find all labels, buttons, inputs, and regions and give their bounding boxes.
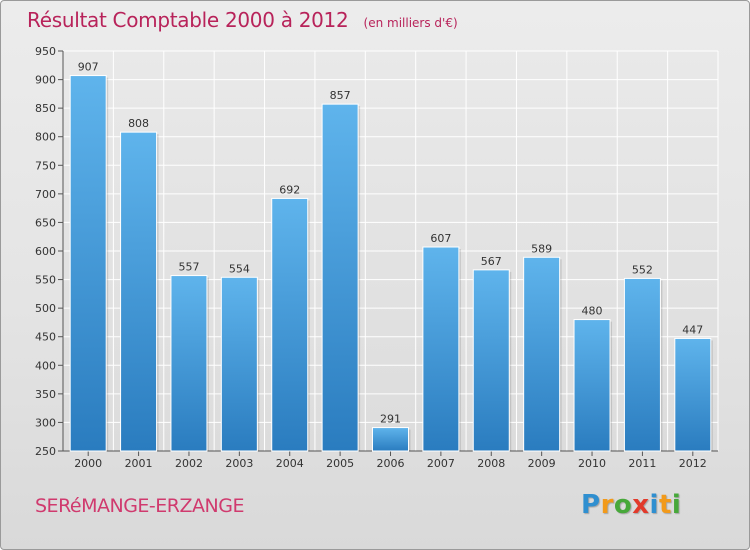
logo-letter: x — [632, 490, 650, 520]
bar-2002 — [170, 275, 208, 452]
x-tick-label-2003: 2003 — [225, 457, 253, 470]
data-label-2000: 907 — [78, 61, 99, 74]
x-tick-label-2005: 2005 — [326, 457, 354, 470]
grid-lines — [62, 50, 719, 452]
y-tick-label: 850 — [35, 102, 56, 115]
bar-2006 — [372, 427, 409, 452]
bar-2007 — [422, 246, 460, 452]
x-tick-label-2010: 2010 — [578, 457, 606, 470]
y-tick-label: 600 — [35, 245, 56, 258]
x-tick-label-2000: 2000 — [74, 457, 102, 470]
y-tick-label: 650 — [35, 216, 56, 229]
data-label-2001: 808 — [128, 117, 149, 130]
data-label-2006: 291 — [380, 413, 401, 426]
y-tick-label: 750 — [35, 159, 56, 172]
value-labels: 907 808 557 554 692 857 291 607 567 589 480 552 447 — [78, 61, 704, 426]
x-tick-label-2002: 2002 — [175, 457, 203, 470]
y-tick-label: 800 — [35, 131, 56, 144]
chart-title-row: Résultat Comptable 2000 à 2012 (en milli… — [27, 8, 458, 32]
chart-unit: (en milliers d'€) — [363, 16, 458, 30]
logo-letter: t — [658, 490, 672, 520]
y-tick-label: 250 — [35, 445, 56, 458]
y-tick-label: 350 — [35, 388, 56, 401]
bar-2010 — [573, 319, 611, 452]
bar-2005 — [321, 103, 359, 452]
y-tick-label: 400 — [35, 359, 56, 372]
x-tick-label-2008: 2008 — [477, 457, 505, 470]
x-tick-label-2011: 2011 — [628, 457, 656, 470]
town-name: SERéMANGE-ERZANGE — [35, 495, 244, 517]
y-tick-label: 950 — [35, 45, 56, 58]
axes: 250 300 350 400 450 500 550 600 650 700 750 800 850 9… — [35, 45, 718, 470]
x-tick-label-2009: 2009 — [528, 457, 556, 470]
y-tick-label: 900 — [35, 74, 56, 87]
data-label-2011: 552 — [632, 263, 653, 276]
bar-2011 — [623, 277, 661, 452]
logo-letter: i — [671, 490, 682, 520]
bar-2012 — [674, 337, 712, 452]
data-label-2003: 554 — [229, 262, 250, 275]
data-label-2007: 607 — [430, 232, 451, 245]
bar-2004 — [271, 197, 309, 452]
bar-2008 — [472, 269, 510, 452]
x-tick-label-2007: 2007 — [427, 457, 455, 470]
proxiti-logo[interactable]: Proxiti — [581, 490, 681, 520]
logo-letter: o — [613, 490, 633, 520]
y-tick-label: 700 — [35, 188, 56, 201]
data-label-2008: 567 — [481, 255, 502, 268]
logo-letter: P — [581, 490, 601, 520]
data-label-2004: 692 — [279, 183, 300, 196]
data-label-2010: 480 — [582, 305, 603, 318]
x-tick-label-2012: 2012 — [679, 457, 707, 470]
bars — [69, 75, 713, 452]
y-tick-label: 500 — [35, 302, 56, 315]
bar-2009 — [523, 256, 561, 452]
data-label-2012: 447 — [682, 323, 703, 336]
bar-2000 — [69, 75, 107, 452]
x-tick-label-2006: 2006 — [377, 457, 405, 470]
x-tick-label-2001: 2001 — [125, 457, 153, 470]
data-label-2009: 589 — [531, 242, 552, 255]
data-label-2002: 557 — [178, 261, 199, 274]
x-tick-label-2004: 2004 — [276, 457, 304, 470]
y-tick-label: 550 — [35, 274, 56, 287]
data-label-2005: 857 — [330, 89, 351, 102]
bar-2003 — [220, 276, 258, 452]
logo-letter: i — [649, 490, 659, 520]
y-tick-label: 450 — [35, 331, 56, 344]
chart-title: Résultat Comptable 2000 à 2012 — [27, 8, 349, 32]
bar-2001 — [120, 131, 158, 452]
y-tick-label: 300 — [35, 416, 56, 429]
logo-letter: r — [600, 490, 614, 520]
